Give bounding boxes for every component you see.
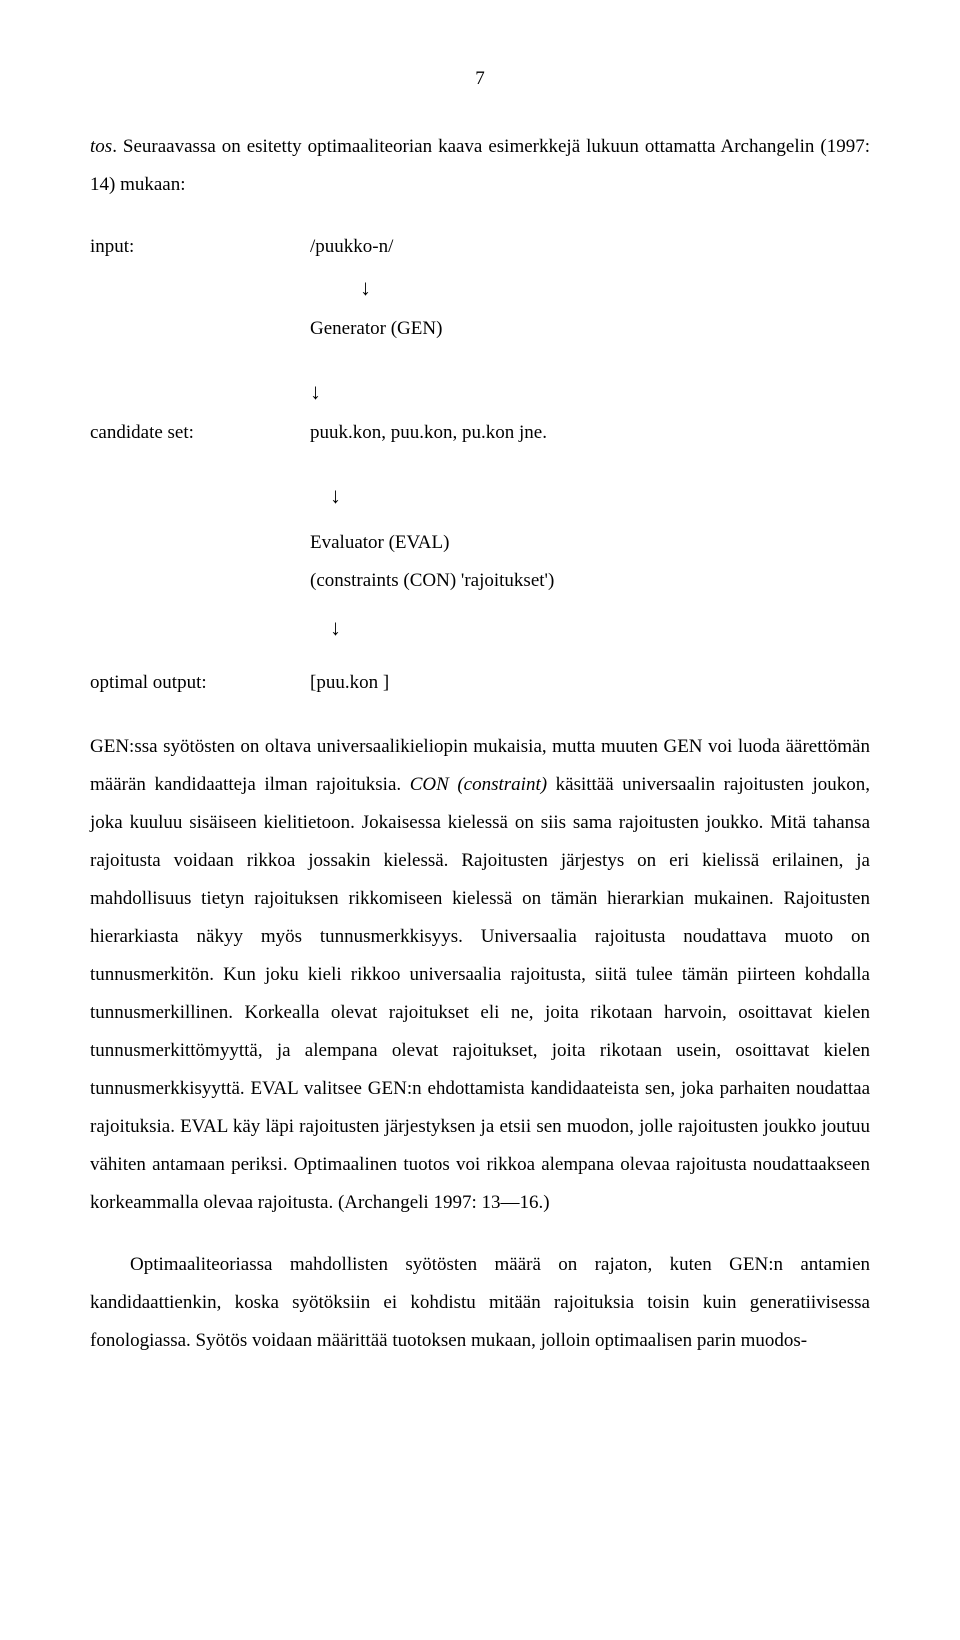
arrow-1: ↓	[90, 266, 870, 310]
eval-block: Evaluator (EVAL) (constraints (CON) 'raj…	[90, 524, 870, 600]
input-row: input: /puukko-n/	[90, 228, 870, 266]
body-paragraph-1: GEN:ssa syötösten on oltava universaalik…	[90, 728, 870, 1222]
down-arrow-icon: ↓	[330, 483, 341, 508]
spacer-3	[90, 650, 870, 664]
input-value: /puukko-n/	[310, 228, 870, 266]
spacer-1	[90, 348, 870, 370]
body1-italic-constraint: (constraint)	[457, 774, 547, 795]
candidate-row: candidate set: puuk.kon, puu.kon, pu.kon…	[90, 414, 870, 452]
candidate-label: candidate set:	[90, 414, 310, 452]
intro-rest: . Seuraavassa on esitetty optimaaliteori…	[90, 136, 870, 195]
page-number: 7	[90, 60, 870, 98]
optimal-value: [puu.kon ]	[310, 664, 870, 702]
body1-italic-con: CON	[410, 774, 458, 795]
down-arrow-icon: ↓	[310, 379, 321, 404]
intro-italic-prefix: tos	[90, 136, 112, 157]
page: 7 tos. Seuraavassa on esitetty optimaali…	[0, 0, 960, 1424]
body2-text: Optimaaliteoriassa mahdollisten syötöste…	[90, 1254, 870, 1351]
optimal-row: optimal output: [puu.kon ]	[90, 664, 870, 702]
candidate-value: puuk.kon, puu.kon, pu.kon jne.	[310, 414, 870, 452]
body1-b: käsittää universaalin rajoitusten joukon…	[90, 774, 870, 1213]
gen-row: Generator (GEN)	[90, 310, 870, 348]
eval-line1: Evaluator (EVAL)	[310, 524, 870, 562]
arrow-2: ↓	[90, 370, 870, 414]
arrow-3: ↓	[90, 474, 870, 518]
derivation-block: input: /puukko-n/ ↓ Generator (GEN) ↓ ca…	[90, 228, 870, 702]
body-paragraph-2: Optimaaliteoriassa mahdollisten syötöste…	[90, 1246, 870, 1360]
arrow-4: ↓	[90, 606, 870, 650]
eval-line2: (constraints (CON) 'rajoitukset')	[310, 562, 870, 600]
intro-paragraph: tos. Seuraavassa on esitetty optimaalite…	[90, 128, 870, 204]
down-arrow-icon: ↓	[330, 615, 341, 640]
input-label: input:	[90, 228, 310, 266]
gen-label: Generator (GEN)	[310, 310, 870, 348]
spacer-2	[90, 452, 870, 474]
down-arrow-icon: ↓	[360, 275, 371, 300]
optimal-label: optimal output:	[90, 664, 310, 702]
